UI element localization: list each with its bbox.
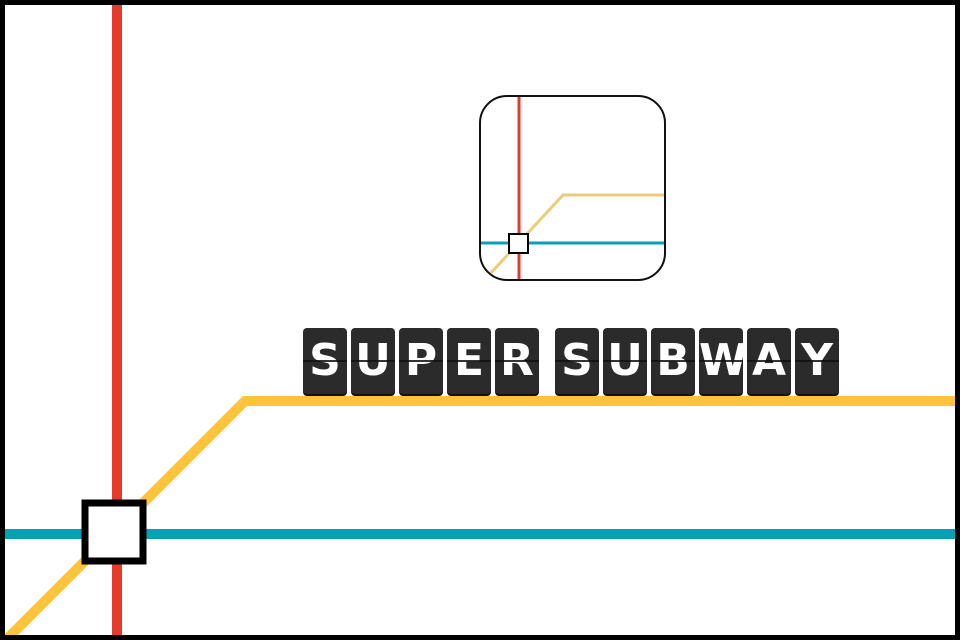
subway-map-background bbox=[5, 5, 955, 635]
title-letter-tile: E bbox=[447, 328, 491, 394]
title-letter-tile: S bbox=[303, 328, 347, 394]
title-letter-tile: P bbox=[399, 328, 443, 394]
title-letter-tile: U bbox=[603, 328, 647, 394]
title-letter-tile: Y bbox=[795, 328, 839, 394]
station-square-icon bbox=[81, 499, 147, 565]
yellow-subway-line bbox=[5, 396, 955, 635]
subway-map-logo-icon bbox=[481, 97, 664, 279]
title-letter-tile: R bbox=[495, 328, 539, 394]
title-letter-tile: B bbox=[651, 328, 695, 394]
title-letter-tile: A bbox=[747, 328, 791, 394]
title-letter-tile: U bbox=[351, 328, 395, 394]
title-letter-tile: W bbox=[699, 328, 743, 394]
app-logo bbox=[479, 95, 666, 281]
title-letter-tile: S bbox=[555, 328, 599, 394]
